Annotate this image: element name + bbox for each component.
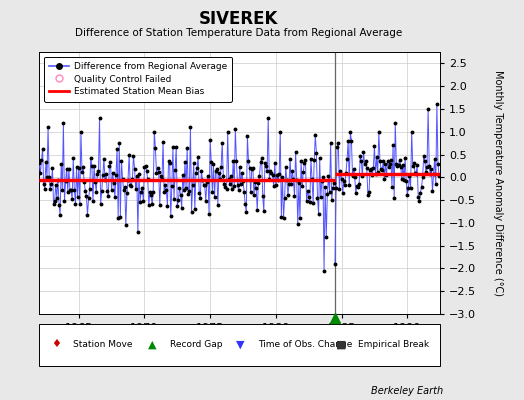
FancyBboxPatch shape [39, 324, 440, 366]
Text: ■: ■ [336, 339, 346, 349]
Text: SIVEREK: SIVEREK [199, 10, 278, 28]
Y-axis label: Monthly Temperature Anomaly Difference (°C): Monthly Temperature Anomaly Difference (… [493, 70, 503, 296]
Text: Record Gap: Record Gap [170, 340, 222, 349]
Text: Station Move: Station Move [73, 340, 133, 349]
Text: Berkeley Earth: Berkeley Earth [370, 386, 443, 396]
Legend: Difference from Regional Average, Quality Control Failed, Estimated Station Mean: Difference from Regional Average, Qualit… [44, 56, 232, 102]
Text: ▼: ▼ [236, 339, 244, 349]
Text: Empirical Break: Empirical Break [358, 340, 429, 349]
Text: ▲: ▲ [148, 339, 156, 349]
Text: ♦: ♦ [51, 339, 61, 349]
Text: Difference of Station Temperature Data from Regional Average: Difference of Station Temperature Data f… [75, 28, 402, 38]
Text: Time of Obs. Change: Time of Obs. Change [258, 340, 352, 349]
